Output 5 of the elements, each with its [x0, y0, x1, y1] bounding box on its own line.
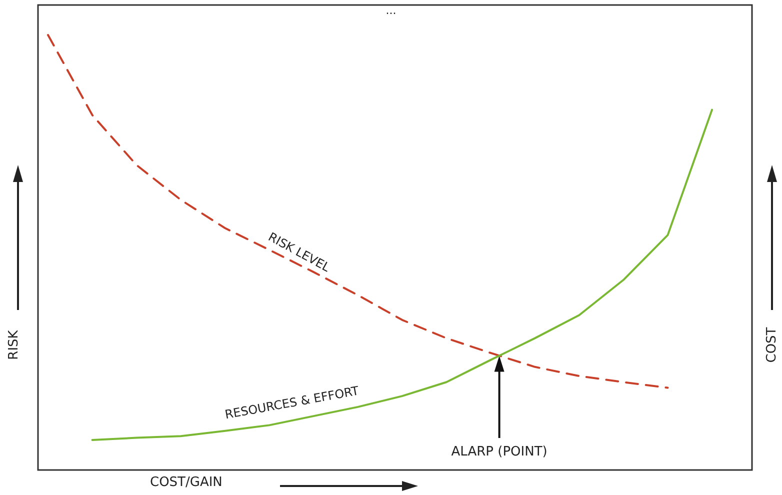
y-axis-title: RISK [6, 330, 22, 360]
y2-axis-title: COST [764, 327, 780, 363]
x-axis-title: COST/GAIN [150, 475, 222, 490]
annotation: ALARP (POINT) [451, 444, 548, 460]
chart-title: ... [386, 4, 396, 17]
